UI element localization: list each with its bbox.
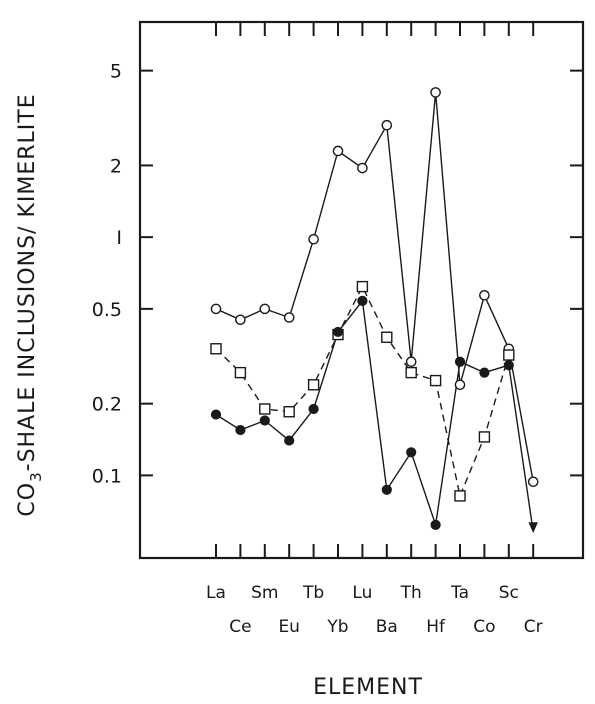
x-tick-label: La [206,583,226,603]
point-open-square [210,343,222,355]
x-tick-label: Sc [499,583,519,603]
point-open-square [478,431,491,443]
x-tick-label: Hf [426,617,446,637]
y-tick-label: 5 [110,61,122,83]
point-open-square [429,374,442,387]
point-filled-circle [235,424,246,436]
y-axis-title-rest: -SHALE INCLUSIONS/ KIMERLITE [15,93,40,471]
x-tick-label: Ce [229,617,251,637]
point-filled-circle [210,409,222,420]
y-tick-labels: 5 2 I 0.5 0.2 0.1 [92,61,122,488]
point-open-circle [381,119,393,131]
x-tick-label: Eu [278,617,300,637]
point-open-circle [357,162,368,174]
point-filled-circle [406,447,417,458]
x-tick-label: Yb [326,617,348,637]
point-filled-circle [381,484,392,495]
point-open-circle [259,303,271,315]
series-line-open-square [215,285,510,499]
axis-ticks [140,22,583,558]
point-open-square [356,280,369,293]
y-tick-label: I [116,227,122,249]
x-tick-label: Ba [376,617,398,637]
x-tick-label: Sm [251,583,278,603]
y-axis-title-main: CO [15,482,40,517]
point-filled-circle [259,415,270,426]
series-markers [210,87,539,533]
point-open-circle [479,290,490,301]
point-filled-circle [479,367,490,378]
point-open-square [503,349,515,361]
point-filled-circle [357,295,368,307]
point-filled-circle [503,360,514,371]
point-open-circle [454,379,466,391]
x-tick-label: Cr [524,617,543,637]
point-filled-circle [308,403,319,415]
y-tick-label: 0.1 [92,465,122,487]
point-open-circle [210,303,222,315]
point-open-square [405,366,417,379]
point-filled-circle [430,519,441,530]
point-filled-circle [284,435,295,446]
x-tick-label: Tb [302,583,324,603]
x-tick-label: Ta [450,583,469,603]
x-axis-title: ELEMENT [313,675,423,700]
point-open-square [307,379,320,391]
y-axis-title-subscript: 3 [27,471,45,482]
point-filled-circle [454,356,466,367]
point-open-circle [430,87,441,98]
point-open-square [283,406,295,418]
point-open-square [234,366,247,379]
arrow-down-marker [528,522,538,533]
y-tick-label: 2 [110,155,122,177]
point-open-circle [235,314,246,326]
point-open-circle [308,233,319,245]
point-open-circle [332,145,344,157]
point-filled-circle [332,326,344,338]
y-tick-label: 0.2 [92,394,122,416]
point-open-circle [283,312,295,323]
point-open-circle [405,356,417,368]
x-tick-label: Co [473,617,495,637]
x-tick-label: Lu [352,583,372,603]
point-open-circle [527,476,539,488]
point-open-square [381,331,393,343]
y-tick-label: 0.5 [92,299,122,321]
x-tick-label: Th [400,583,422,603]
y-axis-title: CO3-SHALE INCLUSIONS/ KIMERLITE [15,93,45,516]
point-open-square [259,403,271,415]
point-open-square [454,490,466,502]
